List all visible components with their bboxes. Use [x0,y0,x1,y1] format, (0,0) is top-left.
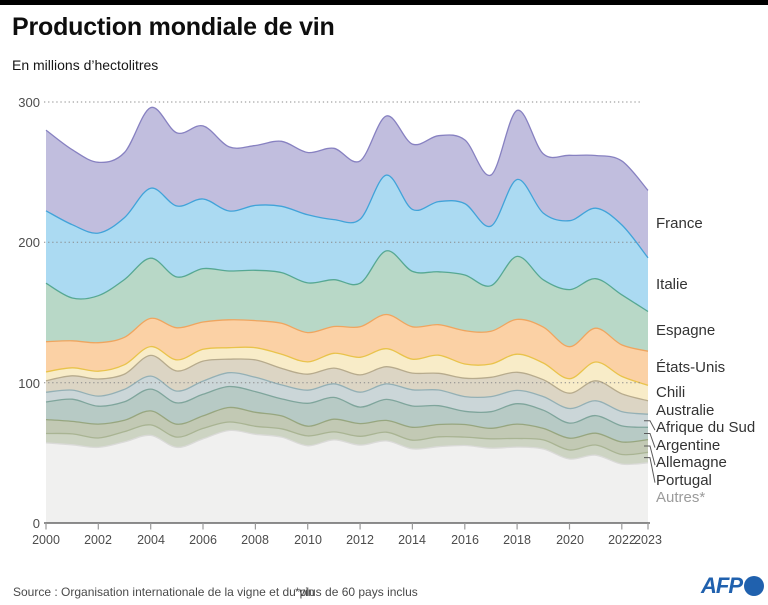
page-title: Production mondiale de vin [12,13,335,41]
area-outline-allemagne [45,406,649,443]
y-tick-label-200: 200 [18,235,40,250]
afp-logo-circle [744,576,764,596]
area-outline-france [45,106,649,191]
area-outline-portugal [45,421,649,456]
x-tick-label-2008: 2008 [241,533,269,547]
series-label-france: France [656,215,703,232]
x-tick-label-2004: 2004 [137,533,165,547]
series-label-portugal: Portugal [656,472,712,489]
area-outline-australie [45,354,649,402]
area-outline-argentine [45,385,649,428]
area-autres [46,430,648,523]
series-label-argentine: Argentine [656,437,721,454]
area-italie [46,175,648,312]
x-tick-label-2023: 2023 [634,533,662,547]
area-espagne [46,250,648,352]
area-etats-unis [46,314,648,386]
area-chili [46,346,648,401]
area-outline-espagne [45,250,649,313]
x-tick-label-2022: 2022 [608,533,636,547]
area-argentine [46,386,648,443]
x-tick-label-2018: 2018 [503,533,531,547]
leader-line-argentine [644,433,656,448]
area-allemagne [46,407,648,455]
area-outline-italie [45,174,649,259]
series-label-autres: Autres* [656,489,706,506]
series-label-afrique-du-sud: Afrique du Sud [656,419,756,436]
afp-logo: AFP [701,574,764,598]
x-tick-label-2012: 2012 [346,533,374,547]
leader-line-afrique-du-sud [644,420,656,431]
area-outline-autres [45,429,649,466]
x-tick-label-2016: 2016 [451,533,479,547]
leader-line-portugal [644,457,656,483]
x-tick-label-2014: 2014 [398,533,426,547]
area-portugal [46,421,648,465]
chart-subtitle: En millions d’hectolitres [12,57,159,73]
x-tick-label-2010: 2010 [294,533,322,547]
x-tick-label-2020: 2020 [556,533,584,547]
afp-logo-text: AFP [701,573,743,598]
area-outline-afrique-du-sud [45,371,649,415]
leader-line-allemagne [644,445,656,466]
series-label-chili: Chili [656,384,686,401]
footnote-text: *plus de 60 pays inclus [295,585,418,599]
series-label-etats-unis: États-Unis [656,359,726,376]
series-label-australie: Australie [656,402,715,419]
source-text: Source : Organisation internationale de … [13,585,315,599]
area-france [46,107,648,258]
series-label-italie: Italie [656,276,688,293]
area-australie [46,355,648,415]
x-tick-label-2006: 2006 [189,533,217,547]
series-label-espagne: Espagne [656,322,716,339]
area-afrique-du-sud [46,372,648,428]
area-outline-chili [45,345,649,386]
top-black-bar [0,0,768,5]
y-tick-label-100: 100 [18,376,40,391]
x-tick-label-2000: 2000 [32,533,60,547]
series-label-allemagne: Allemagne [656,454,727,471]
x-tick-label-2002: 2002 [84,533,112,547]
y-tick-label-0: 0 [32,516,40,531]
area-outline-etats-unis [45,313,649,352]
y-tick-label-300: 300 [18,95,40,110]
